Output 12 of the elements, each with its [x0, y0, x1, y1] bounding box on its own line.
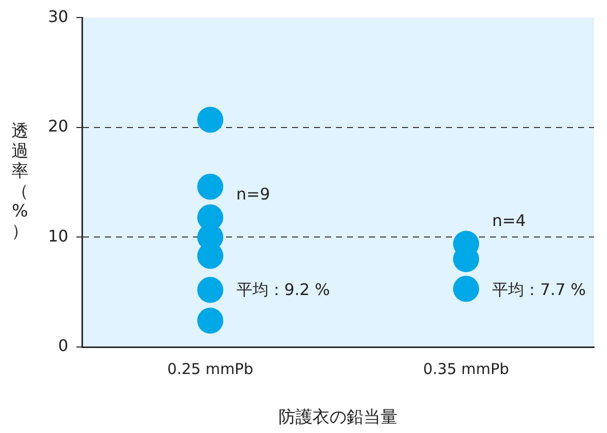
annotation: n=9 [236, 184, 270, 204]
x-axis-title: 防護衣の鉛当量 [278, 407, 398, 428]
y-tick-label: 20 [48, 116, 68, 136]
y-tick-label: 30 [48, 6, 68, 26]
x-tick-label: 0.25 mmPb [167, 360, 254, 378]
x-tick-label: 0.35 mmPb [423, 360, 510, 378]
annotation: n=4 [492, 210, 526, 230]
annotation: 平均：9.2 % [236, 280, 330, 300]
y-tick-label: 10 [48, 226, 68, 246]
y-axis-title: 透過率（%） [12, 122, 28, 242]
annotation: 平均：7.7 % [492, 280, 586, 300]
y-tick-label: 0 [58, 336, 68, 356]
